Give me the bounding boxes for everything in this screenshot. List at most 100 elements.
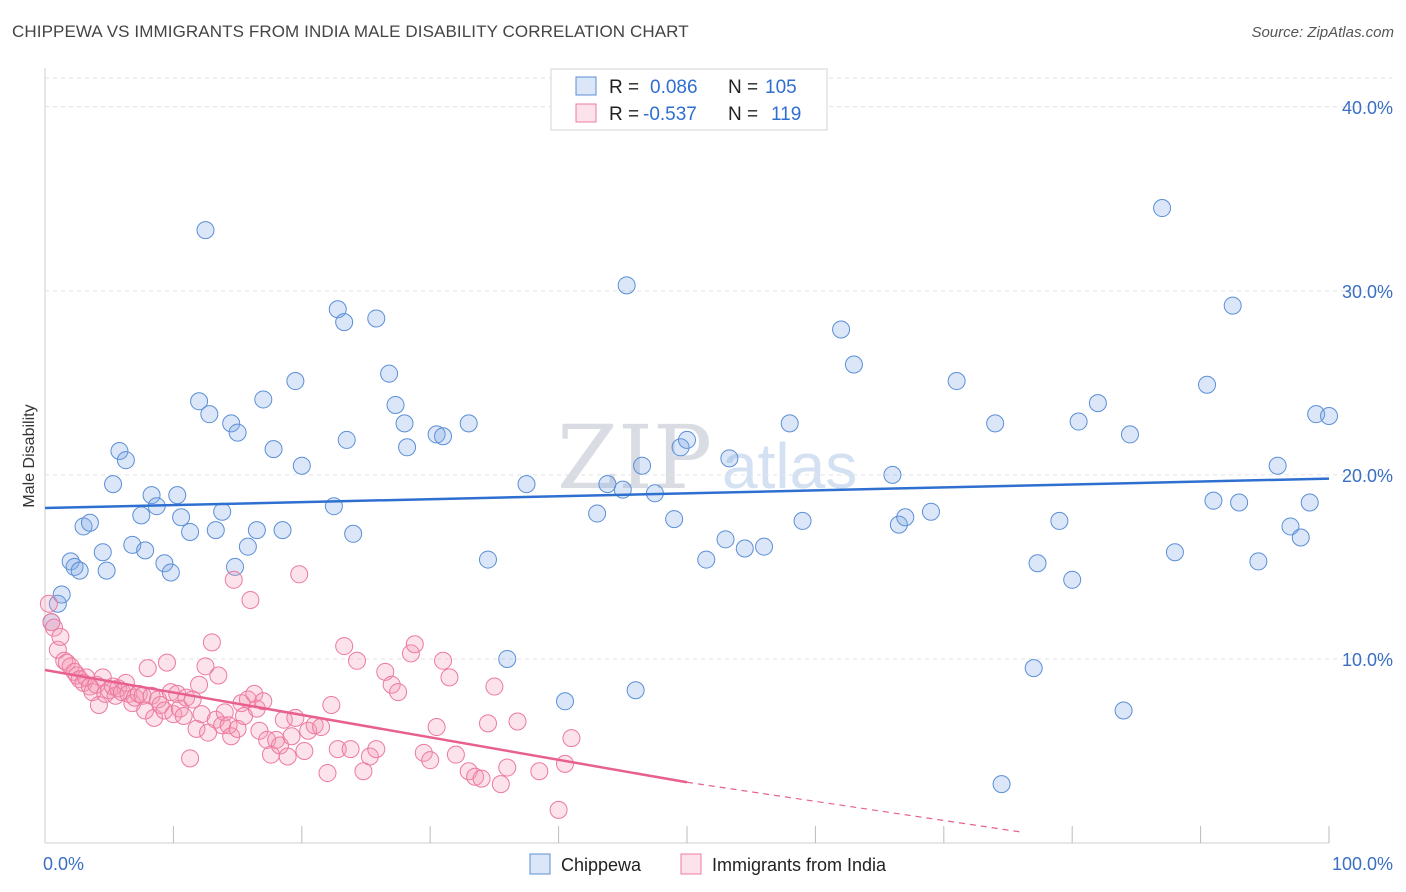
india-trend-line [44,668,688,784]
legend-r-label-1: R = [609,77,639,98]
india-point [196,657,215,676]
india-point [250,721,269,740]
chippewa-point [1120,425,1139,444]
india-point [508,712,527,731]
chippewa-point [172,508,191,527]
chart-title: CHIPPEWA VS IMMIGRANTS FROM INDIA MALE D… [12,22,689,41]
chippewa-point [665,510,684,529]
chippewa-point [190,392,209,411]
india-point [322,695,341,714]
data-points [39,199,1338,819]
chippewa-point [52,585,71,604]
chippewa-point [434,427,453,446]
chippewa-point [1069,412,1088,431]
chippewa-point [80,513,99,532]
india-point [181,749,200,768]
gridlines [45,77,1392,660]
y-tick-label: 40.0% [1342,98,1393,118]
chippewa-point [883,465,902,484]
legend-n-value-chippewa: 105 [765,77,797,98]
chippewa-point [247,521,266,540]
y-tick-label: 30.0% [1342,282,1393,302]
chippewa-point [70,561,89,580]
india-point [155,701,174,720]
chippewa-point [65,557,84,576]
india-point [51,627,70,646]
chippewa-point [678,430,696,449]
india-point [472,769,491,788]
chippewa-point [1153,199,1172,218]
india-point [328,740,347,759]
chippewa-point [1320,407,1338,426]
india-point [556,754,575,773]
watermark-zip: ZIP [557,406,712,509]
india-point [219,716,238,735]
series-legend: Chippewa Immigrants from India [529,853,887,875]
india-point [549,800,568,819]
chippewa-point [93,543,112,562]
chippewa-trend-line [44,477,1330,510]
india-point [89,695,108,714]
india-point [44,618,63,637]
y-tick-label: 10.0% [1342,650,1393,670]
chippewa-point [155,554,174,573]
chippewa-point [292,456,311,475]
y-axis-label: Male Disability [21,404,38,507]
chippewa-point [517,475,536,494]
india-point [562,729,581,748]
chippewa-point [498,649,517,668]
chippewa-point [286,372,305,391]
chippewa-point [1050,511,1069,530]
india-trend-extension [686,781,1021,833]
chippewa-point [206,521,225,540]
chippewa-point [844,355,863,374]
chippewa-point [168,486,187,505]
bottom-legend-chippewa: Chippewa [561,855,642,875]
chippewa-point [617,276,636,295]
legend-r-value-india: -0.537 [643,104,697,125]
india-point [202,633,221,652]
x-tick-label-end: 100.0% [1332,854,1393,874]
legend-r-label-2: R = [609,104,639,125]
india-point [335,637,354,656]
india-point [405,635,424,654]
legend-n-value-india: 119 [771,104,801,125]
chippewa-point [161,563,180,582]
chippewa-point [132,506,151,525]
chippewa-point [1223,296,1242,315]
chippewa-point [1088,394,1107,413]
chippewa-point [136,541,155,560]
chippewa-point [633,456,652,475]
chippewa-point [367,309,386,328]
india-point [421,751,440,770]
india-point [241,591,260,610]
chippewa-point [735,539,754,558]
india-point [138,659,157,678]
legend-swatch-chippewa [575,76,597,96]
chippewa-point [588,504,607,523]
india-point [382,675,401,694]
india-point [401,644,420,663]
chippewa-point [181,522,200,541]
chippewa-point [1063,570,1082,589]
chippewa-point [1291,528,1310,547]
correlation-legend: R = 0.086 N = 105 R = -0.537 N = 119 [550,68,828,131]
legend-n-label-2: N = [728,104,758,125]
india-point [360,747,379,766]
chippewa-point [228,423,247,442]
india-point [192,705,211,724]
chippewa-point [626,681,645,700]
chippewa-point [97,561,116,580]
india-point [389,683,408,702]
chippewa-point [1028,554,1047,573]
india-point [446,745,465,764]
chippewa-point [832,320,851,339]
india-point [318,764,337,783]
chippewa-point [556,692,575,711]
india-point [440,668,459,687]
axes [44,68,1330,844]
chippewa-point [992,775,1011,794]
chippewa-point [273,521,292,540]
chippewa-point [427,425,446,444]
